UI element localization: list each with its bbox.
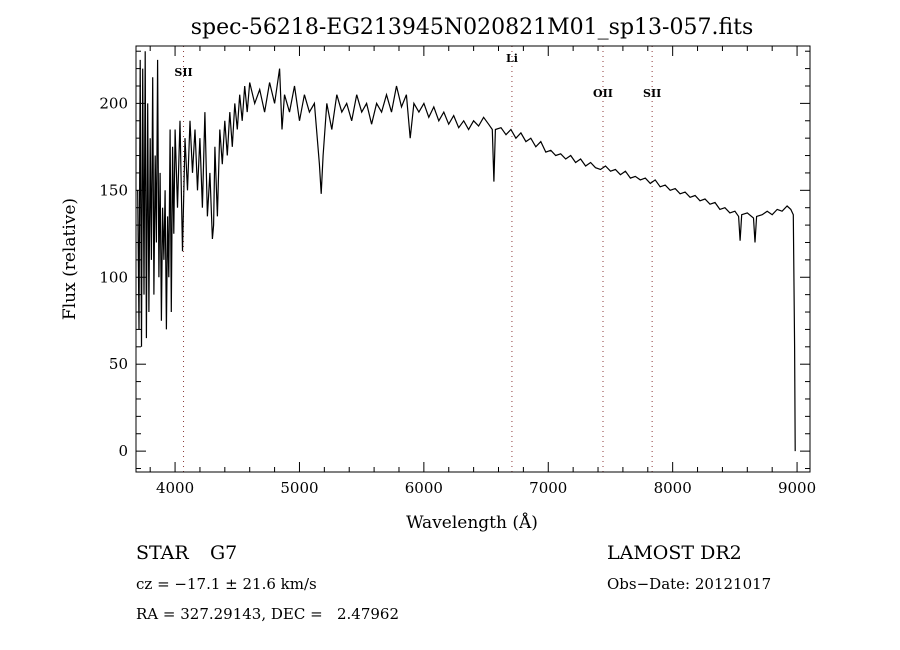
y-tick-label: 0: [118, 442, 128, 460]
x-tick-label: 8000: [654, 479, 692, 497]
star-subclass: G7: [210, 542, 237, 564]
x-tick-label: 5000: [280, 479, 318, 497]
spectral-line-markers: SII Li OII SII: [174, 46, 661, 472]
spectral-line-label: Li: [506, 52, 518, 65]
obs-date: Obs−Date: 20121017: [607, 575, 771, 593]
x-axis-label: Wavelength (Å): [406, 512, 538, 533]
survey-name: LAMOST DR2: [607, 542, 742, 564]
plot-frame: [135, 45, 811, 473]
y-tick-label: 50: [109, 355, 128, 373]
x-tick-label: 4000: [156, 479, 194, 497]
chart-title: spec-56218-EG213945N020821M01_sp13-057.f…: [191, 15, 754, 40]
star-class: STAR: [136, 542, 189, 564]
y-axis-label: Flux (relative): [60, 198, 80, 320]
axes-ticks: 4000 5000 6000 7000 8000 9000 0 50 100 150 200: [99, 46, 816, 497]
spectral-line-label: SII: [643, 87, 661, 100]
redshift-cz: cz = −17.1 ± 21.6 km/s: [136, 575, 317, 593]
ra-dec: RA = 327.29143, DEC = 2.47962: [136, 605, 399, 623]
x-tick-label: 9000: [778, 479, 816, 497]
y-tick-label: 100: [99, 268, 128, 286]
x-tick-label: 7000: [529, 479, 567, 497]
y-tick-label: 200: [99, 94, 128, 112]
y-tick-label: 150: [99, 181, 128, 199]
spectral-line-label: OII: [593, 87, 613, 100]
x-tick-label: 6000: [405, 479, 443, 497]
spectral-line-label: SII: [174, 66, 192, 79]
spectrum-series-line: [137, 51, 796, 452]
